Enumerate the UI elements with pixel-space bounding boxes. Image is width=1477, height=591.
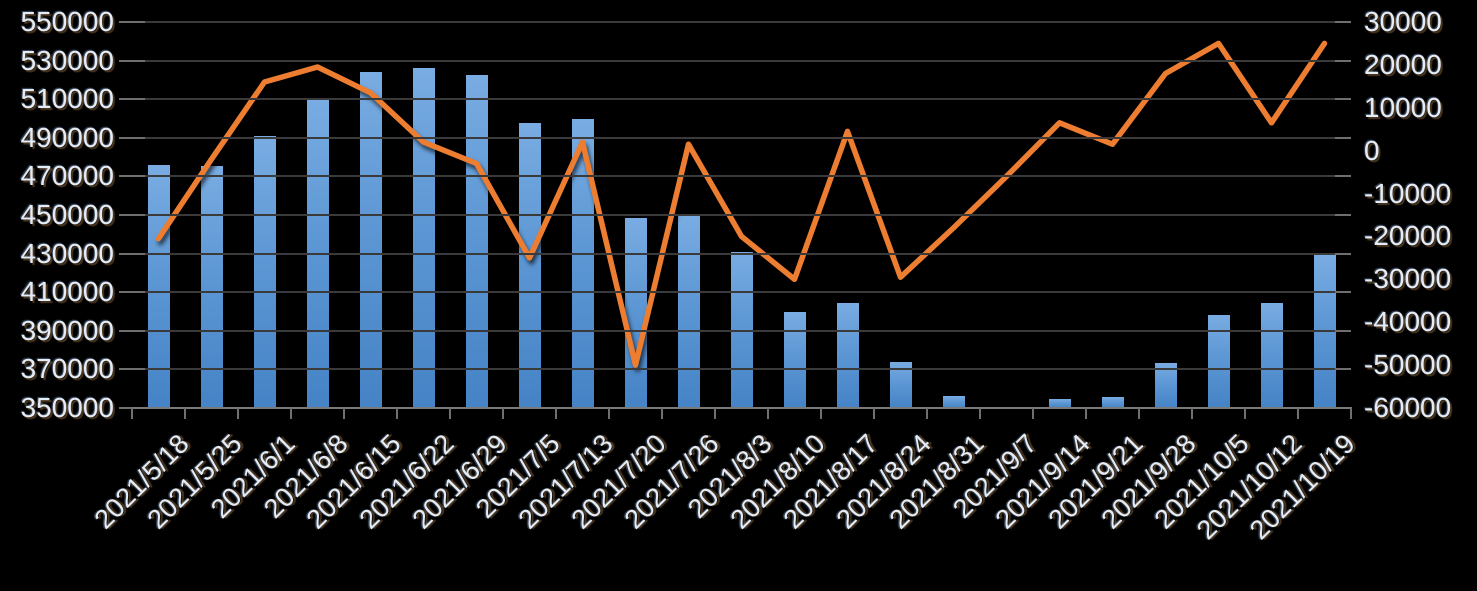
x-axis-tick [767,408,769,419]
bar [359,72,382,408]
gridline [131,98,1351,101]
right-axis-tick [1335,59,1351,62]
x-axis-tick [449,408,451,419]
x-axis-tick [1297,408,1299,419]
bar [147,164,170,408]
right-axis-tick [1335,368,1351,371]
right-axis-label: -50000 [1364,349,1452,381]
x-axis-tick [714,408,716,419]
left-axis-label: 370000 [20,353,114,385]
left-axis-label: 470000 [20,160,114,192]
left-axis-tick [119,59,145,62]
right-axis-tick [1335,136,1351,139]
right-axis-label: -20000 [1364,220,1452,252]
left-axis-label: 410000 [20,276,114,308]
x-axis-tick [396,408,398,419]
right-axis-label: -10000 [1364,177,1452,209]
bar [571,119,594,408]
x-axis-tick [1138,408,1140,419]
right-axis-tick [1335,329,1351,332]
left-axis-tick [119,291,145,294]
left-axis-tick [119,252,145,255]
x-axis-tick [1032,408,1034,419]
bar [942,396,965,408]
gridline [131,368,1351,371]
gridline [131,59,1351,62]
x-axis-tick [979,408,981,419]
bar [465,75,488,408]
x-axis-tick [608,408,610,419]
x-axis-tick [873,408,875,419]
gridline [131,21,1351,23]
x-axis-tick [926,408,928,419]
x-axis-tick [290,408,292,419]
right-axis-label: -40000 [1364,306,1452,338]
x-axis-tick [237,408,239,419]
x-axis-tick [184,408,186,419]
x-axis-tick [1244,408,1246,419]
left-axis-tick [119,214,145,216]
right-axis-label: 10000 [1364,91,1442,123]
gridline [131,329,1351,332]
right-axis-label: -30000 [1364,263,1452,295]
gridline [131,252,1351,255]
bar [783,311,806,408]
gridline [131,136,1351,139]
x-axis-tick [1350,408,1352,419]
bar [677,215,700,408]
bar [1101,397,1124,408]
bar [1048,399,1071,408]
left-axis-label: 510000 [20,83,114,115]
left-axis-tick [119,175,145,178]
left-axis-tick [119,21,145,23]
right-axis-tick [1335,214,1351,216]
right-axis-label: 0 [1364,134,1380,166]
bar [889,361,912,408]
left-axis-tick [119,329,145,332]
bar [200,165,223,408]
bar [836,302,859,408]
bar [518,123,541,408]
right-axis-tick [1335,98,1351,101]
left-axis-tick [119,368,145,371]
right-axis-label: 30000 [1364,6,1442,37]
x-axis-tick [131,408,133,419]
gridline [131,175,1351,178]
bar [1260,302,1283,408]
gridline [131,291,1351,294]
x-axis-line [131,407,1352,409]
left-axis-label: 550000 [20,6,114,37]
x-axis-tick [502,408,504,419]
right-axis-label: -60000 [1364,392,1452,423]
left-axis-tick [119,136,145,139]
x-axis-tick [343,408,345,419]
right-axis-tick [1335,291,1351,294]
x-axis-tick [820,408,822,419]
left-axis-label: 530000 [20,44,114,76]
x-axis-tick [1085,408,1087,419]
right-axis-tick [1335,252,1351,255]
left-axis-label: 430000 [20,237,114,269]
x-axis-tick [555,408,557,419]
bar [412,68,435,408]
left-axis-tick [119,98,145,101]
left-axis-label: 450000 [20,199,114,230]
right-axis-tick [1335,21,1351,23]
left-axis-label: 390000 [20,314,114,346]
right-axis-tick [1335,175,1351,178]
gridline [131,214,1351,216]
left-axis-label: 350000 [20,392,114,423]
bar [1154,362,1177,408]
right-axis-label: 20000 [1364,48,1442,80]
x-axis-tick [1191,408,1193,419]
left-axis-label: 490000 [20,121,114,153]
x-axis-tick [661,408,663,419]
bar [624,217,647,408]
